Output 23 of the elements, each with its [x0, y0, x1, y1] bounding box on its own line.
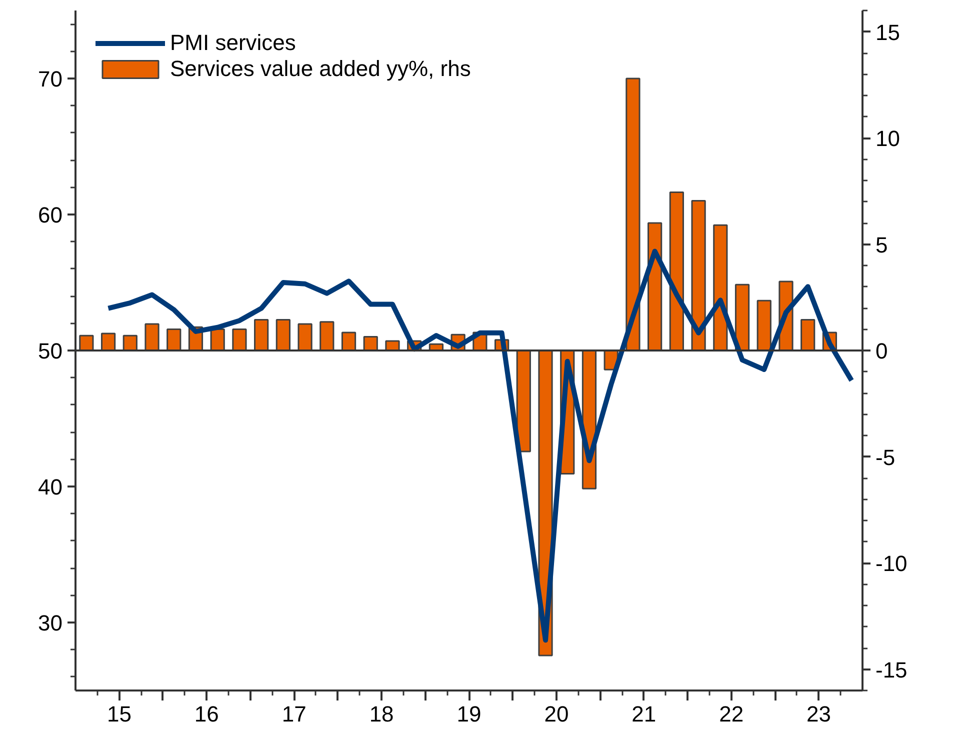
y2-tick-label: -5: [876, 444, 896, 470]
x-tick-label: 20: [544, 702, 569, 726]
y-tick-label: 70: [38, 66, 63, 92]
legend-label: Services value added yy%, rhs: [170, 56, 471, 82]
x-tick-label: 23: [806, 702, 832, 726]
x-tick-label: 21: [632, 702, 656, 726]
y2-tick-label: -15: [876, 657, 908, 682]
y2-tick-label: 15: [876, 20, 900, 45]
y2-tick-label: -10: [876, 551, 908, 576]
x-tick-label: 18: [369, 702, 394, 726]
x-tick-label: 15: [106, 702, 132, 726]
y-tick-label: 40: [38, 474, 63, 500]
x-tick-label: 19: [456, 702, 482, 726]
y2-tick-label: 5: [876, 232, 888, 258]
legend-label: PMI services: [170, 30, 296, 56]
y2-tick-label: 10: [876, 126, 900, 151]
y-tick-label: 50: [38, 338, 63, 364]
x-tick-label: 22: [719, 702, 744, 726]
y2-tick-label: 0: [876, 338, 888, 364]
x-tick-label: 17: [282, 702, 306, 726]
x-tick-label: 16: [194, 702, 219, 726]
y-tick-label: 30: [38, 610, 63, 636]
y-tick-label: 60: [38, 202, 63, 228]
